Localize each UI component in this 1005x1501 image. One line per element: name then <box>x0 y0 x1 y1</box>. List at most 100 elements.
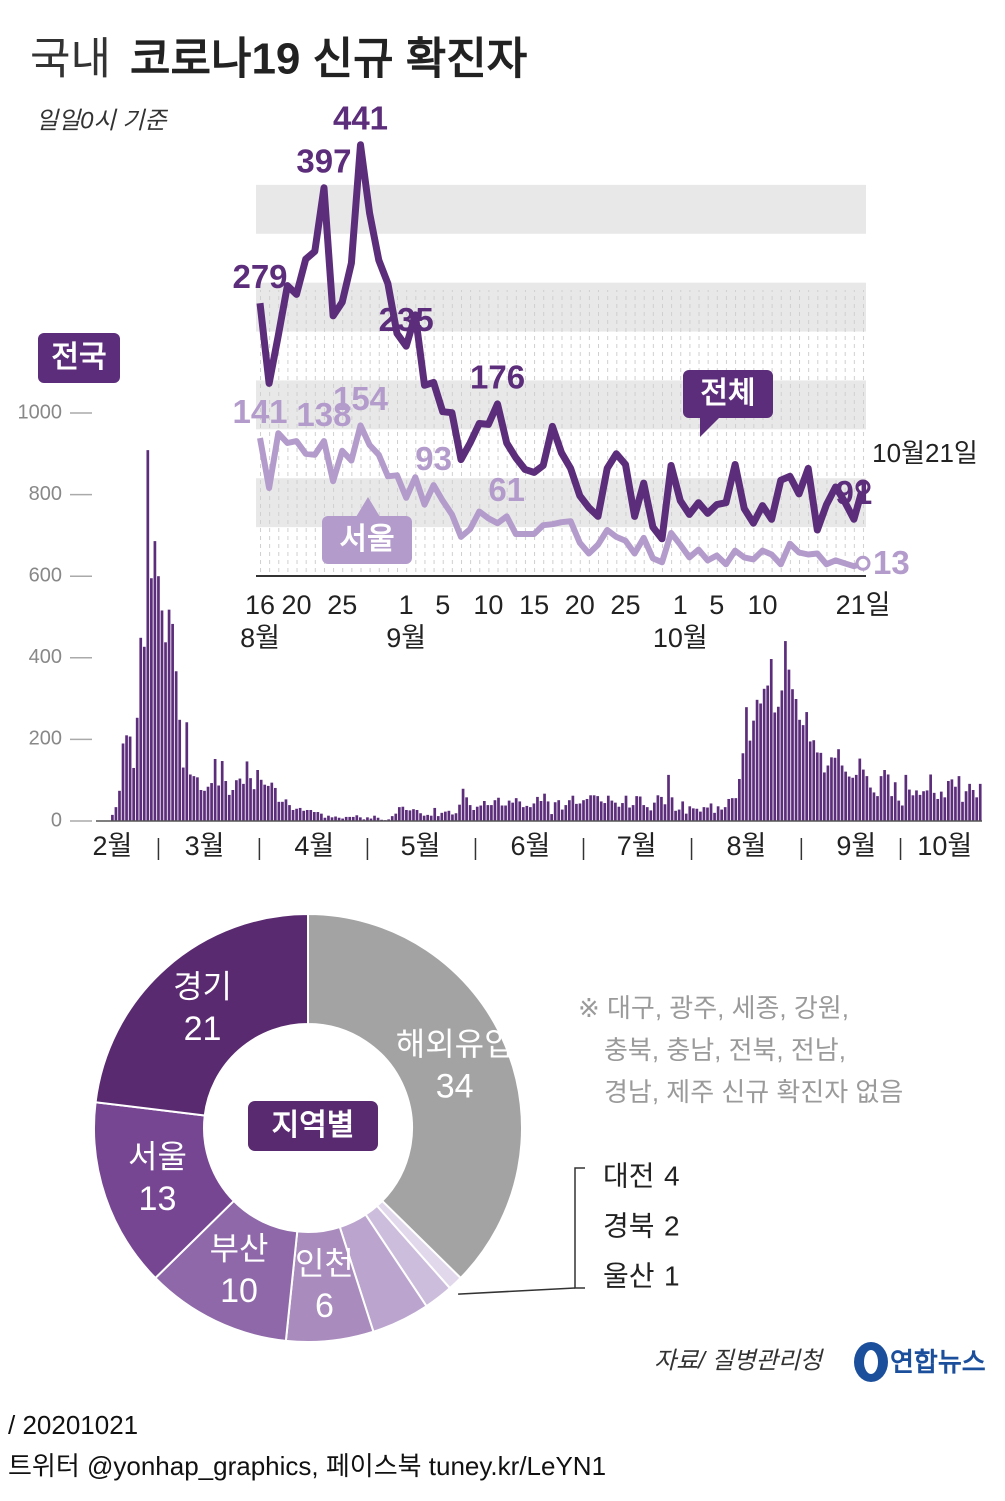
bar <box>681 801 685 821</box>
bar <box>961 801 964 821</box>
bar <box>606 795 610 821</box>
bar <box>621 803 624 821</box>
bar <box>628 807 631 821</box>
bar <box>837 749 840 821</box>
bar <box>139 637 143 821</box>
source: 자료/ 질병관리청 <box>654 1347 825 1374</box>
title-box <box>38 333 120 383</box>
bracket <box>574 1167 585 1289</box>
bar <box>334 816 337 821</box>
bar <box>699 811 702 821</box>
bar <box>412 809 415 821</box>
bar <box>897 800 901 821</box>
small-slice-label: 경북 <box>603 1210 655 1241</box>
bar <box>582 800 585 821</box>
data-label: 279 <box>232 258 287 295</box>
bar <box>355 815 359 821</box>
bar <box>702 807 706 821</box>
bar <box>203 790 206 821</box>
logo-mark <box>864 1350 878 1374</box>
bar <box>642 805 646 821</box>
title: 코로나19 신규 확진자 <box>130 35 527 84</box>
x-tick-label: 1 10월 <box>653 590 708 653</box>
bar <box>908 789 911 821</box>
bar <box>111 814 114 821</box>
bar <box>603 803 607 821</box>
slice-label: 경기 <box>173 968 232 1004</box>
x-tick-label: 10월 <box>917 831 972 861</box>
bar <box>142 646 146 821</box>
bar <box>709 803 713 821</box>
bar <box>256 770 259 821</box>
note: 경남, 제주 신규 확진자 없음 <box>604 1077 903 1107</box>
y-tick-label: 1000 <box>18 401 63 423</box>
bar <box>291 809 295 821</box>
bar <box>830 757 833 821</box>
bar <box>252 789 256 821</box>
bar <box>727 798 731 821</box>
bar <box>645 807 649 821</box>
bar <box>426 814 429 821</box>
bar <box>114 807 118 821</box>
bar <box>766 685 770 821</box>
bar <box>153 541 157 821</box>
bar <box>167 609 171 821</box>
bar <box>939 791 943 821</box>
bar <box>369 818 373 821</box>
bar <box>578 803 582 821</box>
bar <box>454 813 458 821</box>
bar <box>284 799 288 821</box>
bar <box>695 808 699 821</box>
bar <box>196 777 199 821</box>
bar <box>415 809 419 821</box>
x-tick-label: 16 8월 <box>240 590 280 653</box>
bar <box>677 809 681 821</box>
bar <box>359 817 362 821</box>
bar <box>592 795 596 821</box>
bar <box>206 786 210 821</box>
note: ※ 대구, 광주, 세종, 강원, <box>578 993 849 1023</box>
leader-line <box>458 1287 576 1295</box>
bar <box>259 779 263 821</box>
bar <box>479 805 483 821</box>
bar <box>150 578 153 821</box>
bar <box>819 752 823 821</box>
bar <box>178 719 182 821</box>
bar <box>390 816 394 821</box>
bar <box>320 813 323 821</box>
bar <box>344 816 348 821</box>
bar <box>444 811 447 821</box>
small-slice-value: 2 <box>664 1210 680 1241</box>
bar <box>567 800 571 821</box>
bar <box>876 796 879 821</box>
title-prefix: 국내 <box>30 35 111 84</box>
slice-value: 34 <box>436 1068 474 1106</box>
bar <box>947 781 950 821</box>
x-tick-label: 20 <box>282 590 312 620</box>
data-label: 13 <box>873 544 910 581</box>
callout-pointer <box>356 497 380 517</box>
bar <box>851 777 855 821</box>
x-tick-label: 8월 <box>727 831 767 861</box>
bar <box>429 815 433 821</box>
x-tick-label: 10 <box>473 590 503 620</box>
y-tick-label: 600 <box>29 564 62 586</box>
x-tick-label: 3월 <box>185 831 225 861</box>
bar <box>720 809 723 821</box>
bar <box>674 810 677 821</box>
small-slice-value: 1 <box>664 1260 680 1291</box>
bar <box>861 769 865 821</box>
bar <box>734 798 738 821</box>
bar <box>266 785 270 821</box>
small-slice-label: 대전 <box>603 1160 655 1191</box>
bar <box>387 819 391 821</box>
bar <box>447 810 451 821</box>
bar <box>493 800 497 821</box>
bar <box>181 767 185 821</box>
bar <box>929 774 932 821</box>
bar <box>405 809 408 821</box>
bar <box>893 782 897 821</box>
bar <box>277 801 281 821</box>
bar <box>288 805 291 821</box>
bar <box>213 758 217 821</box>
